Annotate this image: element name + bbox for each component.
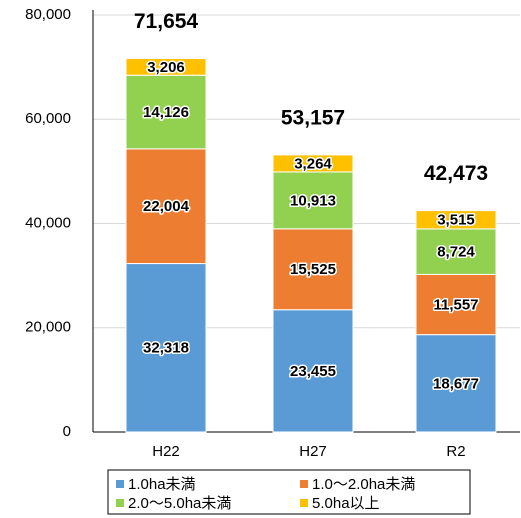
legend-swatch	[116, 499, 124, 507]
legend-label: 2.0～5.0ha未満	[128, 495, 231, 512]
legend-label: 5.0ha以上	[312, 495, 380, 512]
legend-swatch	[300, 499, 308, 507]
bar-segment	[272, 228, 354, 311]
legend-swatch	[116, 480, 124, 488]
data-label: 10,913	[290, 192, 336, 209]
y-tick-label: 20,000	[25, 319, 71, 336]
data-label: 22,004	[143, 198, 190, 215]
y-tick-label: 0	[63, 423, 71, 440]
data-label: 18,677	[433, 375, 479, 392]
legend-label: 1.0～2.0ha未満	[312, 476, 415, 493]
y-tick-label: 40,000	[25, 214, 71, 231]
data-label: 23,455	[290, 363, 336, 380]
bar-segment	[125, 148, 207, 265]
bar-segment	[272, 154, 354, 173]
data-label: 3,206	[147, 59, 185, 76]
data-label: 14,126	[143, 104, 189, 121]
bar-segment	[125, 58, 207, 76]
total-label: 53,157	[281, 106, 345, 129]
data-label: 8,724	[437, 244, 475, 261]
x-tick-label: H22	[152, 443, 180, 460]
total-label: 71,654	[134, 10, 199, 33]
y-tick-label: 80,000	[25, 6, 71, 23]
data-label: 32,318	[143, 340, 189, 357]
legend-label: 1.0ha未満	[128, 476, 196, 493]
data-label: 11,557	[433, 296, 478, 313]
bar-segment	[415, 334, 497, 433]
x-tick-label: R2	[446, 443, 465, 460]
x-tick-label: H27	[299, 443, 327, 460]
legend-box	[107, 469, 471, 515]
bar-segment	[415, 228, 497, 275]
data-label: 3,264	[294, 155, 332, 172]
y-tick-label: 60,000	[25, 110, 71, 127]
total-label: 42,473	[424, 162, 488, 185]
bar-segment	[415, 210, 497, 230]
bar-segment	[125, 263, 207, 433]
data-label: 3,515	[437, 212, 475, 229]
data-label: 15,525	[290, 261, 336, 278]
bar-segment	[272, 309, 354, 433]
legend-swatch	[300, 480, 308, 488]
